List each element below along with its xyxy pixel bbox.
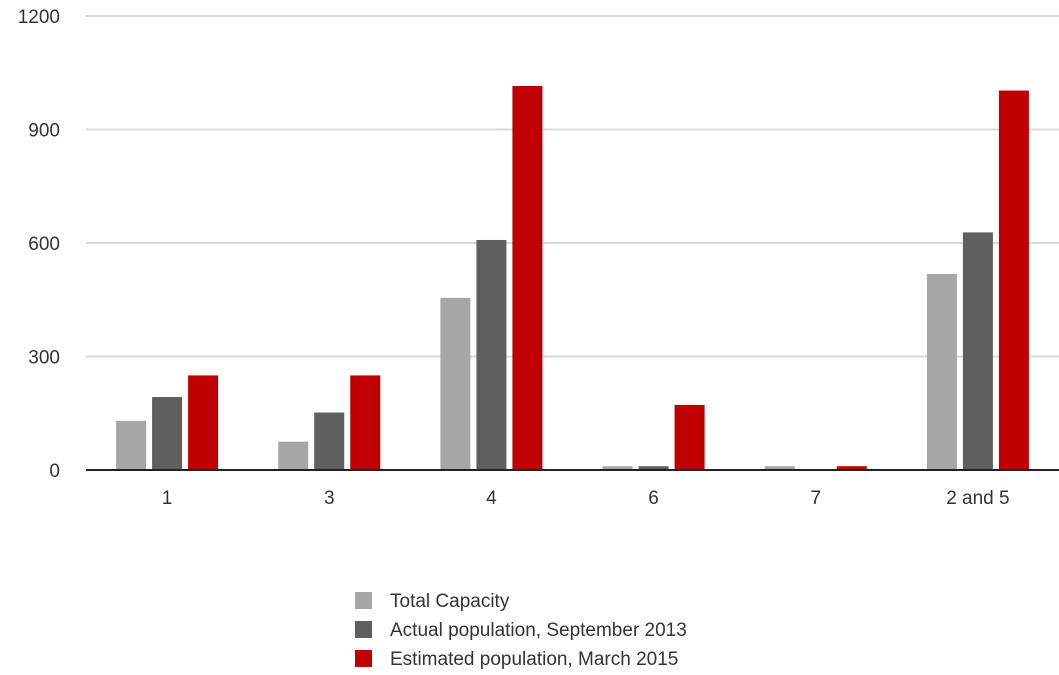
y-tick-label: 300 xyxy=(28,348,60,369)
legend-label: Estimated population, March 2015 xyxy=(390,649,678,670)
bar xyxy=(926,274,957,470)
y-tick-label: 1200 xyxy=(18,7,60,28)
bar xyxy=(116,420,147,470)
bar xyxy=(836,466,867,470)
bar xyxy=(962,232,993,470)
bar xyxy=(152,396,183,470)
x-tick-label: 3 xyxy=(324,488,335,509)
y-tick-label: 0 xyxy=(49,461,60,482)
bar xyxy=(638,466,669,470)
bar xyxy=(188,375,219,470)
x-tick-label: 7 xyxy=(810,488,821,509)
y-tick-label: 900 xyxy=(28,121,60,142)
legend-swatch xyxy=(355,650,372,667)
bar xyxy=(764,466,795,470)
bar xyxy=(512,85,543,470)
bar xyxy=(278,441,309,470)
bar xyxy=(674,404,705,470)
x-axis-ticks: 1 3 4 6 7 2 and 5 xyxy=(162,488,1010,509)
y-tick-label: 600 xyxy=(28,234,60,255)
bar xyxy=(440,297,471,470)
x-tick-label: 1 xyxy=(162,488,173,509)
legend-swatch xyxy=(355,621,372,638)
x-tick-label: 6 xyxy=(648,488,659,509)
legend-label: Actual population, September 2013 xyxy=(390,620,687,641)
bar xyxy=(476,239,507,470)
legend-swatch xyxy=(355,592,372,609)
legend: Total Capacity Actual population, Septemb… xyxy=(355,591,687,670)
x-tick-label: 2 and 5 xyxy=(946,488,1009,509)
x-tick-label: 4 xyxy=(486,488,497,509)
y-axis-ticks: 0 300 600 900 1200 xyxy=(18,7,60,482)
gridlines xyxy=(86,15,1059,358)
bar xyxy=(602,466,633,470)
bars xyxy=(116,85,1029,470)
bar xyxy=(350,375,381,470)
bar xyxy=(314,412,345,470)
bar xyxy=(998,90,1029,470)
legend-label: Total Capacity xyxy=(390,591,510,612)
